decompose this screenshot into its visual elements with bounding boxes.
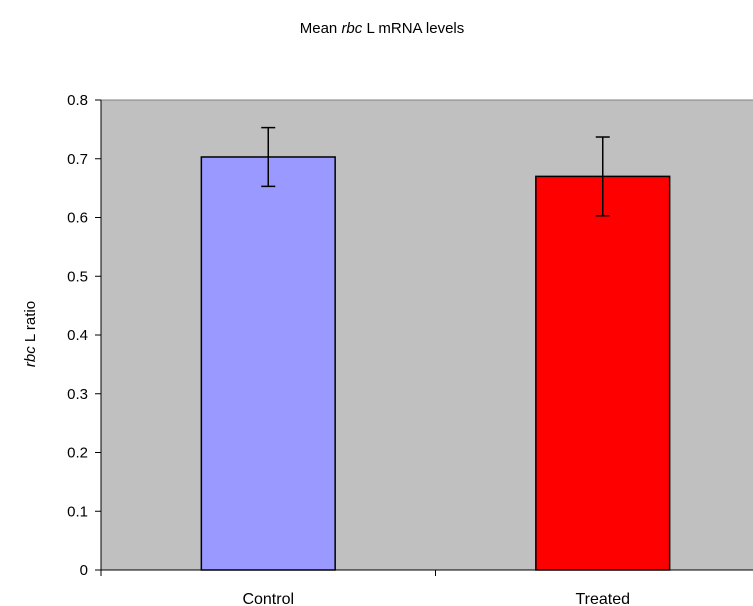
chart-title-italic: rbc	[341, 20, 362, 37]
y-tick-label: 0.5	[67, 268, 88, 285]
x-tick-label-control: Control	[242, 591, 294, 606]
chart-title: Mean rbc L mRNA levels	[300, 20, 465, 37]
y-axis-label: rbc L ratio	[22, 301, 39, 367]
y-tick-label: 0.2	[67, 445, 88, 462]
y-tick-label: 0	[80, 562, 88, 579]
y-axis-label-italic: rbc	[22, 346, 39, 367]
y-tick-label: 0.3	[67, 386, 88, 403]
y-tick-label: 0.6	[67, 210, 88, 227]
x-tick-label-treated: Treated	[575, 591, 630, 606]
bar-treated	[535, 175, 671, 571]
chart-title-prefix: Mean	[300, 20, 342, 37]
y-tick-label: 0.8	[67, 92, 88, 109]
y-tick-label: 0.7	[67, 151, 88, 168]
chart-title-suffix: L mRNA levels	[362, 20, 464, 37]
bar-control	[200, 156, 336, 571]
y-axis-label-suffix: L ratio	[22, 301, 39, 346]
y-tick-label: 0.1	[67, 503, 88, 520]
y-tick-label: 0.4	[67, 327, 88, 344]
